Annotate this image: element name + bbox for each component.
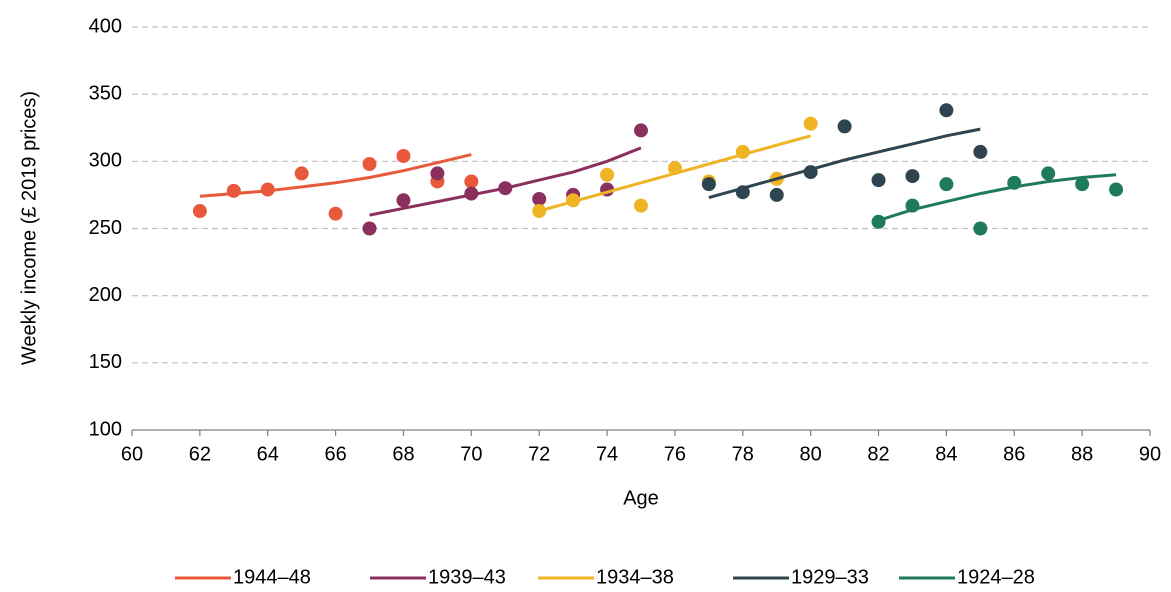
y-tick-label: 400 <box>89 15 122 37</box>
data-point <box>803 165 818 180</box>
data-point <box>396 193 411 208</box>
x-tick-label: 68 <box>392 443 414 465</box>
data-point <box>667 161 682 176</box>
y-tick-label: 250 <box>89 217 122 239</box>
x-tick-label: 70 <box>460 443 482 465</box>
data-point <box>1075 177 1090 192</box>
data-point <box>634 123 648 138</box>
trend-line <box>199 153 472 198</box>
data-point <box>294 166 309 181</box>
data-point <box>735 185 750 200</box>
data-point <box>871 173 886 188</box>
x-tick-label: 78 <box>732 443 754 465</box>
data-point <box>362 221 377 236</box>
y-tick-label: 350 <box>89 82 122 104</box>
data-point <box>362 157 377 172</box>
x-tick-label: 60 <box>121 443 143 465</box>
data-point <box>905 198 920 213</box>
legend-label: 1924–28 <box>957 566 1035 588</box>
x-tick-label: 62 <box>189 443 211 465</box>
data-point <box>260 182 275 197</box>
data-point <box>464 174 479 189</box>
x-tick-label: 74 <box>596 443 618 465</box>
x-tick-label: 66 <box>324 443 346 465</box>
legend-label: 1939–43 <box>428 566 506 588</box>
x-axis-label: Age <box>623 487 659 509</box>
legend-label: 1929–33 <box>791 566 869 588</box>
x-tick-label: 84 <box>935 443 957 465</box>
x-tick-label: 72 <box>528 443 550 465</box>
x-tick-label: 80 <box>800 443 822 465</box>
x-tick-label: 64 <box>257 443 279 465</box>
legend-label: 1934–38 <box>596 566 674 588</box>
data-point <box>600 167 615 182</box>
data-point <box>532 191 547 206</box>
data-point <box>1109 182 1124 197</box>
data-point <box>464 186 479 201</box>
data-point <box>328 206 343 221</box>
x-tick-label: 90 <box>1139 443 1161 465</box>
data-point <box>939 103 954 118</box>
x-tick-label: 88 <box>1071 443 1093 465</box>
y-tick-label: 200 <box>89 284 122 306</box>
data-point <box>973 144 988 159</box>
data-point <box>973 221 988 236</box>
data-point <box>396 148 411 163</box>
y-tick-label: 100 <box>89 418 122 440</box>
data-point <box>192 204 207 219</box>
data-point <box>837 119 852 134</box>
data-point <box>532 204 547 219</box>
data-point <box>566 193 581 208</box>
data-point <box>871 214 886 229</box>
x-tick-label: 86 <box>1003 443 1025 465</box>
data-point <box>1041 166 1056 181</box>
data-point <box>769 187 784 202</box>
data-point <box>498 181 513 196</box>
data-point <box>1007 175 1022 190</box>
data-point <box>701 177 716 192</box>
data-point <box>803 116 818 131</box>
trend-line <box>708 127 981 200</box>
y-tick-label: 150 <box>89 351 122 373</box>
legend-label: 1944–48 <box>233 566 311 588</box>
y-tick-label: 300 <box>89 150 122 172</box>
data-point <box>634 198 648 213</box>
data-point <box>430 166 445 181</box>
data-point <box>226 183 241 198</box>
y-axis-label: Weekly income (£ 2019 prices) <box>18 91 40 365</box>
x-tick-label: 82 <box>867 443 889 465</box>
data-point <box>735 144 750 159</box>
data-point <box>939 177 954 192</box>
x-tick-label: 76 <box>664 443 686 465</box>
data-point <box>905 169 920 184</box>
